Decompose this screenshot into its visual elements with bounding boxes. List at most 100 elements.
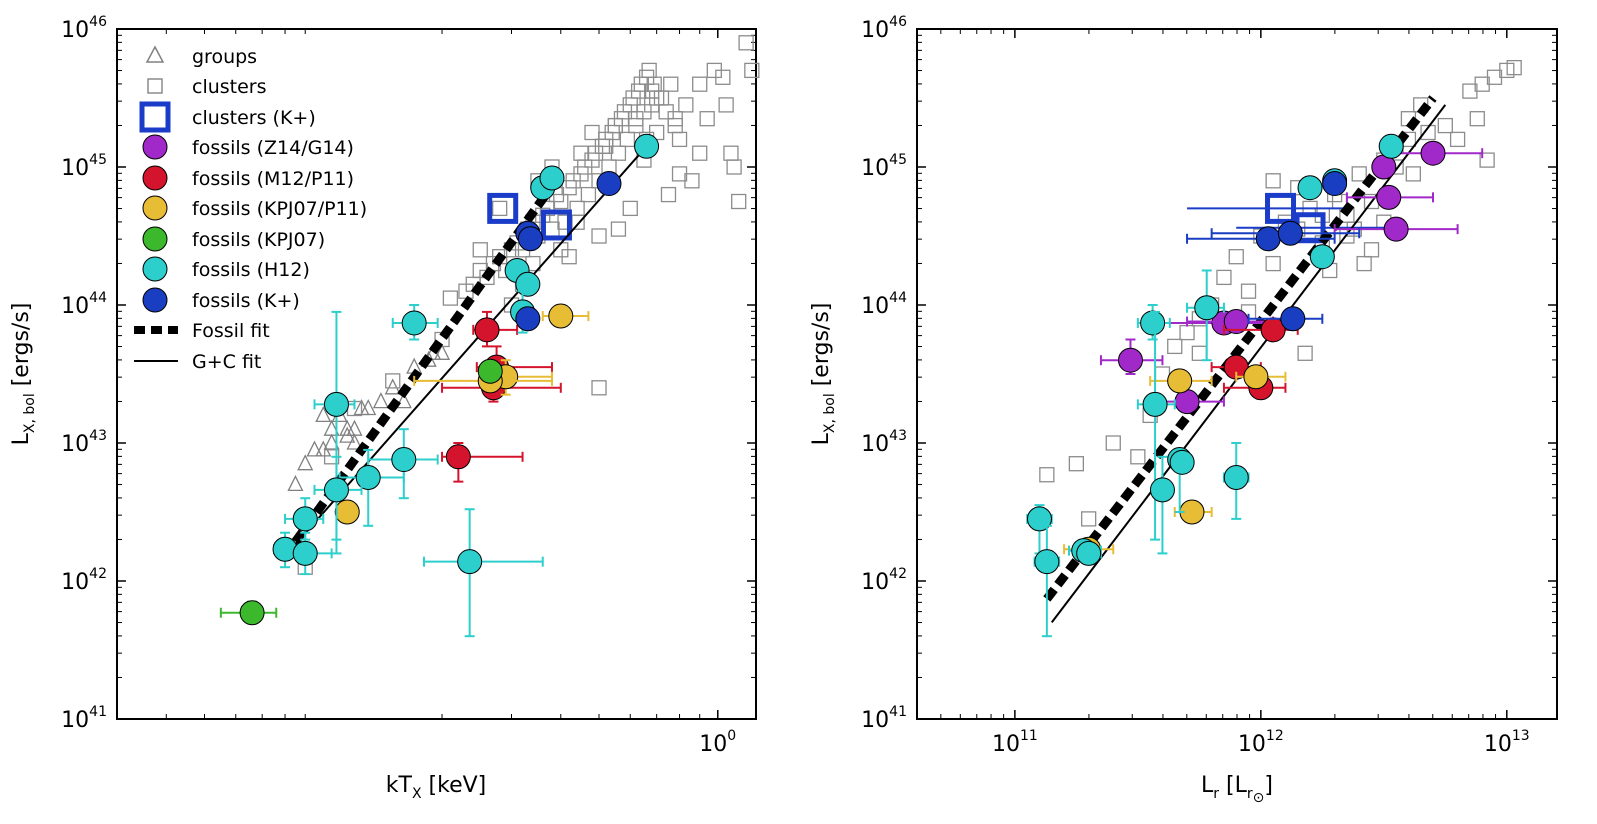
fossil-point bbox=[1255, 226, 1281, 252]
fossil-point bbox=[515, 271, 541, 297]
cluster-point bbox=[663, 76, 679, 92]
y-tick-label: 1044 bbox=[861, 290, 907, 319]
group-point bbox=[306, 440, 323, 457]
fossil-point bbox=[323, 477, 349, 503]
cluster-point bbox=[442, 290, 459, 306]
cluster-point bbox=[718, 97, 734, 113]
legend-item-clusters-kplus: clusters (K+) bbox=[139, 101, 316, 133]
legend-circle-icon bbox=[142, 256, 168, 282]
fossil-point bbox=[1309, 244, 1335, 270]
x-tick-label: 1011 bbox=[992, 728, 1038, 757]
y-tick-label: 1042 bbox=[861, 566, 907, 595]
cluster-kplus-point bbox=[1265, 192, 1297, 224]
group-point bbox=[395, 392, 412, 409]
y-tick-label: 1045 bbox=[61, 152, 107, 181]
cluster-point bbox=[1356, 255, 1372, 272]
x-tick-label: 100 bbox=[699, 728, 736, 757]
cluster-point bbox=[1351, 166, 1367, 182]
right-ticks: 1041 1042 1043 1044 1045 1046 1011 1012 1013 bbox=[861, 14, 1557, 757]
cluster-point bbox=[569, 200, 585, 217]
y-label-main: L bbox=[9, 432, 34, 445]
fossil-point bbox=[391, 447, 417, 473]
legend-label: G+C fit bbox=[192, 351, 261, 373]
cluster-point bbox=[553, 193, 569, 210]
cluster-point bbox=[1265, 173, 1281, 189]
legend-label: fossils (Z14/G14) bbox=[192, 137, 354, 159]
fossil-point bbox=[1117, 347, 1143, 373]
cluster-point bbox=[1068, 456, 1085, 472]
y-tick-label: 1041 bbox=[861, 704, 907, 733]
cluster-point bbox=[660, 186, 677, 203]
legend-item-groups: groups bbox=[145, 45, 257, 68]
x-tick-label: 1012 bbox=[1238, 728, 1284, 757]
fossil-point bbox=[1149, 477, 1175, 503]
fossil-point bbox=[239, 600, 265, 626]
x-label-sub: r bbox=[1213, 786, 1219, 802]
y-label-sub: X, bol bbox=[22, 393, 38, 433]
fossil-fit-line bbox=[1043, 95, 1437, 602]
fossil-point bbox=[1383, 216, 1409, 242]
cluster-point bbox=[1105, 435, 1121, 451]
cluster-point bbox=[1469, 111, 1485, 127]
fossil-point bbox=[517, 226, 543, 252]
legend-label: clusters bbox=[192, 76, 267, 98]
cluster-point bbox=[678, 97, 694, 113]
cluster-point bbox=[472, 242, 488, 258]
legend-item-gc-fit: G+C fit bbox=[134, 351, 261, 373]
cluster-point bbox=[699, 111, 715, 127]
fossil-point bbox=[477, 358, 503, 384]
cluster-point bbox=[1216, 269, 1232, 286]
y-tick-label: 1043 bbox=[61, 428, 107, 457]
cluster-point bbox=[738, 35, 754, 51]
y-label-sub: X, bol bbox=[822, 393, 838, 433]
fossil-point bbox=[1076, 540, 1102, 566]
cluster-point bbox=[591, 380, 607, 396]
cluster-point bbox=[1437, 117, 1453, 134]
fossil-point bbox=[355, 465, 381, 490]
group-point bbox=[287, 474, 304, 492]
cluster-point bbox=[385, 373, 401, 389]
cluster-point bbox=[744, 62, 760, 79]
group-point bbox=[339, 426, 356, 443]
x-axis-label-right: Lr [Lr⊙] bbox=[1201, 773, 1273, 806]
cluster-point bbox=[1228, 249, 1244, 265]
fossil-point bbox=[1223, 465, 1249, 490]
legend-item-fossils-h12: fossils (H12) bbox=[142, 256, 310, 282]
legend-item-fossils-m12: fossils (M12/P11) bbox=[142, 165, 354, 191]
cluster-point bbox=[1506, 59, 1522, 76]
group-point bbox=[323, 419, 340, 436]
group-point bbox=[372, 392, 389, 409]
legend-item-fossils-z14: fossils (Z14/G14) bbox=[142, 134, 354, 160]
chart-left-panel: 104110421043104410451046100101 kTX [keV]… bbox=[9, 14, 760, 802]
cluster-point bbox=[544, 221, 560, 237]
y-tick-label: 1046 bbox=[861, 14, 907, 43]
fossil-point bbox=[445, 444, 471, 470]
y-tick-label: 1042 bbox=[61, 566, 107, 595]
cluster-point bbox=[492, 200, 508, 217]
group-point bbox=[323, 433, 340, 450]
fossil-point bbox=[1243, 364, 1269, 390]
y-tick-label: 1044 bbox=[61, 290, 107, 319]
y-tick-label: 1046 bbox=[61, 14, 107, 43]
legend-label: fossils (H12) bbox=[192, 259, 310, 281]
legend-circle-icon bbox=[142, 165, 168, 191]
cluster-point bbox=[1039, 467, 1055, 483]
legend-item-fossils-kpj07p11: fossils (KPJ07/P11) bbox=[142, 195, 367, 221]
fossil-point bbox=[1034, 549, 1060, 575]
cluster-point bbox=[715, 69, 731, 85]
fossil-point bbox=[1297, 175, 1323, 201]
fossil-point bbox=[292, 506, 318, 532]
legend: groups clusters clusters (K+) fossils (Z… bbox=[134, 45, 367, 373]
cluster-point bbox=[628, 111, 644, 127]
fossil-point bbox=[1280, 306, 1306, 332]
fossil-point bbox=[548, 303, 574, 329]
legend-label: fossils (KPJ07) bbox=[192, 229, 325, 251]
cluster-point bbox=[1179, 324, 1195, 341]
fossil-point bbox=[323, 391, 349, 417]
legend-label: groups bbox=[192, 46, 257, 68]
cluster-point bbox=[644, 83, 660, 99]
legend-item-fossils-kplus: fossils (K+) bbox=[142, 287, 300, 313]
cluster-point bbox=[622, 200, 638, 217]
cluster-point bbox=[1479, 152, 1495, 168]
